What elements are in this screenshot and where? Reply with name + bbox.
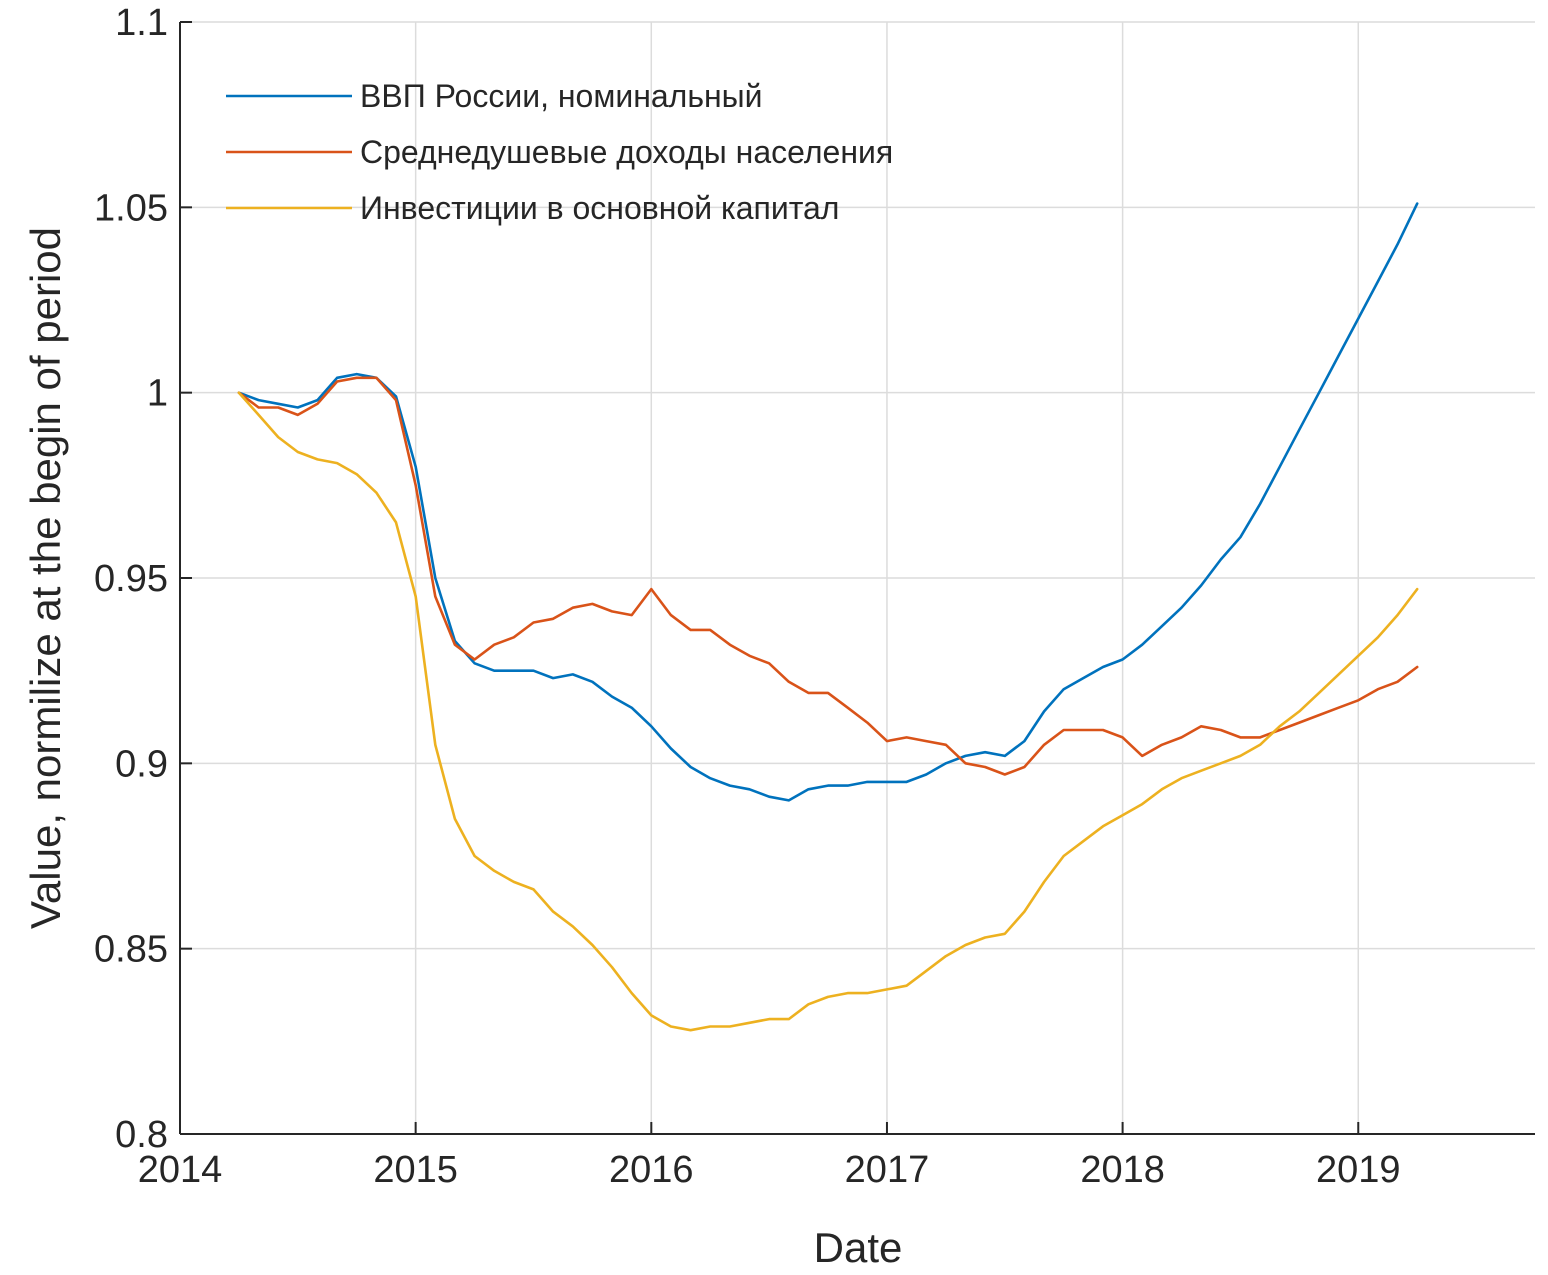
x-axis-label: Date (814, 1224, 903, 1271)
y-tick-label: 0.8 (115, 1114, 168, 1156)
y-tick-label: 0.95 (94, 558, 168, 600)
legend-label-1: ВВП России, номинальный (360, 78, 763, 114)
y-tick-label: 1 (147, 373, 168, 415)
series-line-1 (237, 202, 1419, 802)
y-tick-label: 1.1 (115, 2, 168, 44)
x-tick-label: 2016 (609, 1149, 694, 1191)
x-tick-label: 2014 (138, 1149, 223, 1191)
grid (179, 21, 1535, 1135)
y-tick-label: 0.85 (94, 929, 168, 971)
x-tick-label: 2015 (373, 1149, 458, 1191)
series-lines (237, 202, 1419, 1032)
tick-marks (179, 21, 1360, 1135)
tick-labels: 0.8 0.85 0.9 0.95 1 1.05 1.1 2014 2015 2016 2017 20… (94, 2, 1401, 1191)
legend: ВВП России, номинальный Среднедушевые дох… (226, 78, 893, 226)
y-tick-label: 1.05 (94, 187, 168, 229)
x-tick-label: 2018 (1080, 1149, 1165, 1191)
x-tick-label: 2017 (845, 1149, 930, 1191)
legend-label-2: Среднедушевые доходы населения (360, 134, 893, 170)
y-tick-label: 0.9 (115, 743, 168, 785)
series-line-3 (237, 391, 1419, 1032)
series-line-2 (237, 376, 1419, 776)
legend-label-3: Инвестиции в основной капитал (360, 190, 839, 226)
x-tick-label: 2019 (1316, 1149, 1401, 1191)
y-axis-label: Value, normilize at the begin of period (22, 227, 69, 929)
